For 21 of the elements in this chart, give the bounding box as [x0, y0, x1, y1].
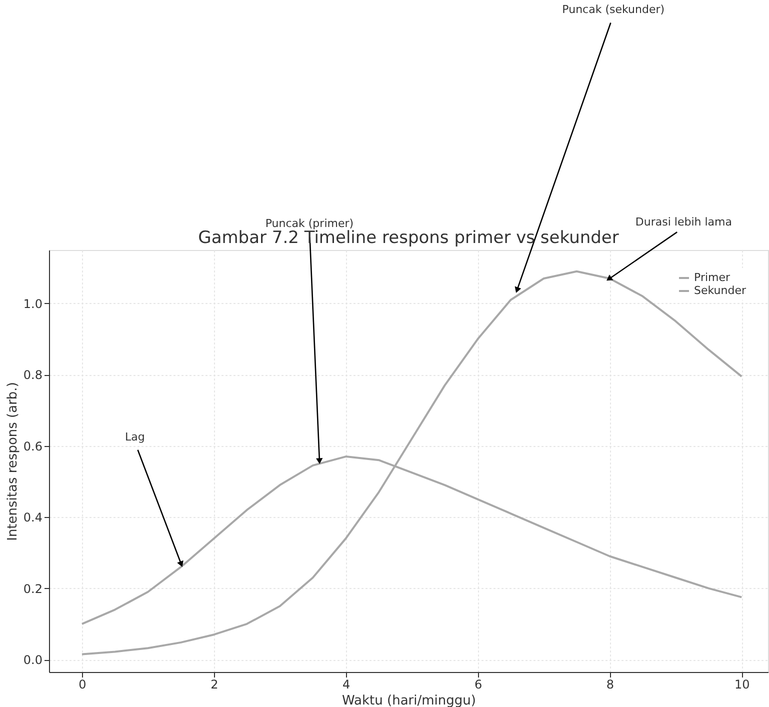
legend-label: Sekunder: [694, 284, 746, 297]
chart-title: Gambar 7.2 Timeline respons primer vs sekunder: [198, 228, 619, 248]
y-tick-label: 0.8: [23, 368, 42, 382]
x-tick-label: 10: [734, 678, 750, 692]
y-tick-label: 0.6: [23, 439, 42, 454]
x-tick-label: 2: [210, 678, 218, 692]
annotation: Puncak (primer): [265, 217, 354, 230]
x-tick-label: 0: [78, 678, 86, 692]
x-tick-label: 4: [342, 678, 350, 692]
y-tick-label: 0.4: [23, 510, 42, 525]
x-tick-label: 8: [606, 678, 614, 692]
annotation: Durasi lebih lama: [635, 215, 732, 228]
x-axis-title: Waktu (hari/minggu): [342, 694, 476, 707]
x-tick-label: 6: [474, 678, 482, 692]
y-axis-title: Intensitas respons (arb.): [5, 382, 20, 541]
annotation: Puncak (sekunder): [562, 3, 665, 16]
y-tick-label: 0.0: [23, 653, 42, 668]
annotation: Lag: [124, 430, 145, 444]
legend-label: Primer: [694, 271, 730, 284]
y-tick-label: 1.0: [23, 296, 42, 311]
y-tick-label: 0.2: [23, 582, 42, 596]
